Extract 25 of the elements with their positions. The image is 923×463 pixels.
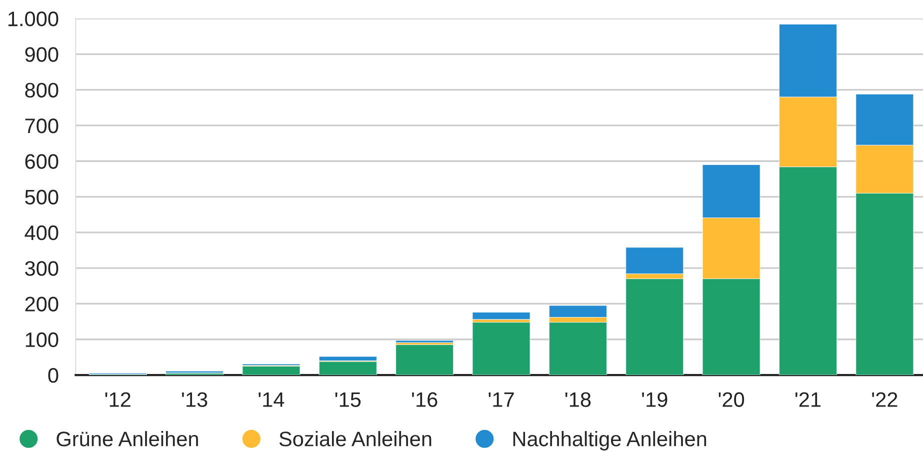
y-tick-label: 400 — [24, 225, 58, 240]
x-tick-label: '12 — [105, 392, 130, 407]
y-tick-label: 1.000 — [8, 12, 58, 26]
x-tick-label: '19 — [642, 392, 668, 407]
x-tick-label: '14 — [258, 392, 284, 407]
x-tick-label: '17 — [488, 392, 514, 407]
y-tick-label: 700 — [25, 118, 58, 134]
y-tick-label: 800 — [25, 82, 58, 98]
y-tick-label: 100 — [26, 332, 58, 348]
legend-label: Soziale Anleihen — [279, 431, 432, 446]
y-tick-label: 0 — [48, 368, 58, 383]
y-tick-label: 300 — [25, 261, 58, 276]
y-tick-label: 500 — [25, 190, 58, 205]
x-tick-label: '21 — [795, 392, 821, 407]
legend-label: Grüne Anleihen — [56, 431, 198, 446]
x-tick-label: '16 — [412, 392, 438, 407]
y-tick-label: 200 — [25, 296, 58, 312]
x-tick-label: '18 — [565, 392, 591, 407]
y-tick-label: 600 — [25, 154, 58, 169]
x-tick-label: '22 — [872, 392, 898, 407]
legend-label: Nachhaltige Anleihen — [513, 431, 706, 450]
x-tick-label: '13 — [182, 392, 208, 407]
x-tick-label: '15 — [335, 392, 361, 407]
y-tick-label: 900 — [25, 47, 58, 62]
x-tick-label: '20 — [718, 392, 744, 407]
